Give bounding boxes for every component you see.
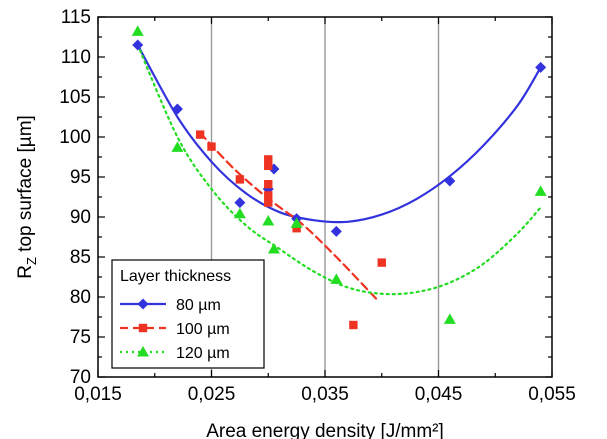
data-point-series-2 bbox=[377, 258, 386, 267]
data-point-series-3 bbox=[330, 273, 343, 284]
y-axis-title-subscript: Z bbox=[24, 257, 39, 265]
y-tick-label: 70 bbox=[70, 367, 91, 388]
y-tick-label: 105 bbox=[59, 87, 91, 108]
data-point-series-2 bbox=[264, 161, 273, 170]
legend-entry-series-1: 80 µm bbox=[120, 297, 221, 314]
y-tick-label: 85 bbox=[70, 247, 91, 268]
y-tick-label: 90 bbox=[70, 207, 91, 228]
data-point-series-1 bbox=[444, 175, 456, 187]
data-point-series-3 bbox=[443, 313, 456, 324]
data-point-series-2 bbox=[264, 198, 273, 207]
y-axis-title: RZ top surface [µm] bbox=[15, 115, 39, 279]
data-point-series-1 bbox=[330, 225, 342, 237]
y-tick-labels: 70 75 80 85 90 95 100 105 110 115 bbox=[59, 7, 91, 388]
legend-marker bbox=[138, 323, 148, 333]
x-tick-labels: 0,015 0,025 0,035 0,045 0,055 bbox=[74, 384, 576, 405]
x-tick-label: 0,015 bbox=[74, 384, 122, 405]
y-axis-title-main: R bbox=[15, 265, 36, 279]
legend-box bbox=[111, 259, 265, 369]
data-point-series-3 bbox=[233, 207, 246, 219]
data-markers bbox=[131, 25, 547, 330]
legend-marker bbox=[137, 346, 149, 357]
y-tick-label: 115 bbox=[61, 7, 91, 28]
legend-entries: 80 µm 100 µm 120 µm bbox=[120, 297, 230, 362]
y-tick-label: 80 bbox=[70, 287, 91, 308]
y-tick-label: 95 bbox=[70, 167, 91, 188]
data-point-series-2 bbox=[264, 191, 273, 200]
data-point-series-3 bbox=[534, 185, 547, 196]
x-tick-label: 0,035 bbox=[301, 384, 349, 405]
data-point-series-2 bbox=[264, 155, 273, 164]
data-point-series-1 bbox=[132, 39, 144, 51]
legend-label: 80 µm bbox=[176, 297, 221, 314]
x-tick-label: 0,055 bbox=[528, 384, 576, 405]
axis-ticks bbox=[97, 16, 553, 378]
x-axis-title: Area energy density [J/mm²] bbox=[206, 421, 444, 439]
data-point-series-1 bbox=[171, 103, 183, 115]
legend-label: 120 µm bbox=[176, 345, 230, 362]
legend: Layer thickness 80 µm 100 µm 120 µm bbox=[111, 259, 265, 369]
data-point-series-3 bbox=[290, 217, 303, 228]
fit-curves bbox=[136, 43, 542, 300]
data-point-series-3 bbox=[131, 25, 144, 36]
x-tick-label: 0,025 bbox=[188, 384, 236, 405]
y-tick-label: 100 bbox=[59, 127, 91, 148]
y-tick-label: 110 bbox=[61, 47, 91, 68]
data-point-series-2 bbox=[292, 224, 301, 233]
data-point-series-1 bbox=[234, 197, 246, 209]
data-point-series-2 bbox=[264, 180, 273, 189]
fit-curve-series-2 bbox=[199, 131, 378, 300]
fit-curve-series-3 bbox=[136, 43, 542, 296]
legend-title: Layer thickness bbox=[120, 268, 231, 285]
data-point-series-2 bbox=[207, 142, 216, 151]
legend-marker bbox=[137, 298, 149, 310]
y-axis-title-rest: top surface [µm] bbox=[15, 115, 36, 257]
legend-label: 100 µm bbox=[176, 321, 230, 338]
data-point-series-3 bbox=[262, 215, 275, 226]
data-point-series-2 bbox=[349, 320, 358, 330]
legend-entry-series-2: 100 µm bbox=[120, 321, 230, 338]
data-point-series-2 bbox=[195, 130, 205, 139]
x-tick-label: 0,045 bbox=[415, 384, 463, 405]
data-point-series-3 bbox=[171, 141, 184, 152]
fit-curve-series-1 bbox=[136, 43, 542, 224]
legend-entry-series-3: 120 µm bbox=[120, 345, 230, 362]
data-point-series-1 bbox=[535, 61, 547, 73]
y-tick-label: 75 bbox=[70, 327, 91, 348]
data-point-series-2 bbox=[235, 175, 245, 184]
data-point-series-3 bbox=[267, 243, 280, 254]
